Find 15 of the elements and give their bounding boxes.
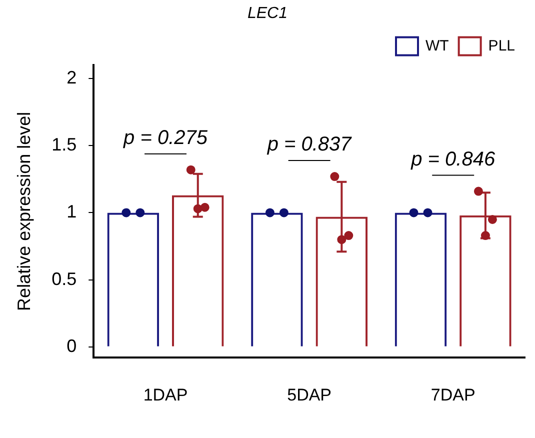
y-tick-label: 0.5 — [52, 268, 77, 289]
y-tick-label: 1 — [66, 202, 77, 222]
y-tick-label: 2 — [66, 68, 77, 88]
x-tick-label: 7DAP — [430, 385, 476, 404]
annotation: p = 0.837 — [266, 134, 352, 156]
legend-label: WT — [425, 37, 449, 54]
y-tick-label: 1.5 — [52, 134, 77, 155]
y-axis-title: Relative expression level — [14, 112, 34, 311]
legend-label: PLL — [488, 37, 516, 54]
annotation: p = 0.275 — [122, 126, 208, 149]
annotation: p = 0.846 — [410, 148, 496, 170]
x-tick-label: 1DAP — [143, 385, 188, 404]
y-tick-label: 0 — [66, 336, 77, 356]
x-tick-label: 5DAP — [287, 385, 332, 404]
chart-title: LEC1 — [247, 5, 288, 22]
